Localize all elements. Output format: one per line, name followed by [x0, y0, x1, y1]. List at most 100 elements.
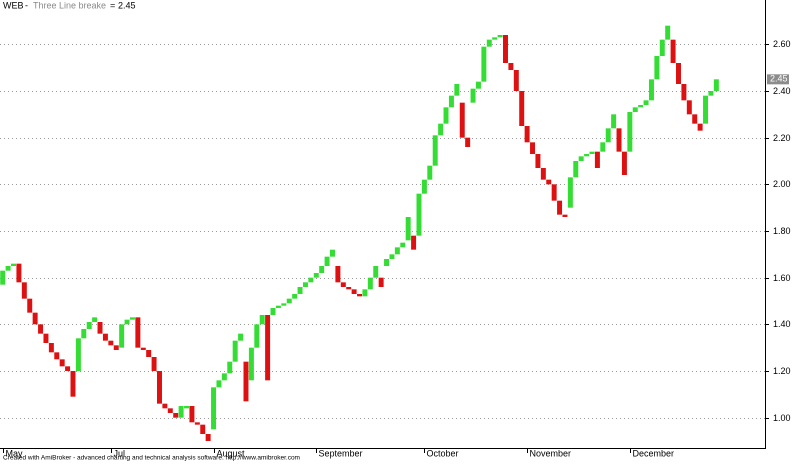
- brick: [275, 305, 281, 308]
- brick: [676, 63, 681, 84]
- brick: [151, 357, 157, 371]
- brick: [238, 333, 244, 341]
- brick: [513, 70, 519, 91]
- x-tick-label: October: [427, 448, 459, 458]
- brick: [384, 259, 390, 266]
- brick: [129, 317, 135, 320]
- brick: [173, 413, 179, 418]
- separator: -: [25, 0, 28, 10]
- brick: [362, 289, 368, 297]
- brick: [335, 266, 341, 283]
- brick: [573, 161, 579, 178]
- x-tick-label: August: [217, 448, 246, 458]
- brick: [227, 361, 233, 374]
- brick: [21, 282, 27, 299]
- y-tick-label: 1.40: [773, 319, 791, 329]
- brick: [648, 79, 654, 101]
- brick: [562, 214, 568, 217]
- brick: [605, 128, 611, 143]
- bricks: [0, 25, 719, 441]
- brick: [654, 56, 660, 80]
- brick: [265, 315, 271, 381]
- brick: [616, 128, 622, 152]
- brick: [659, 39, 665, 56]
- brick: [270, 308, 276, 315]
- y-tick-label: 1.60: [773, 273, 791, 283]
- brick: [302, 282, 308, 287]
- brick: [178, 406, 184, 418]
- brick: [621, 151, 627, 175]
- brick: [692, 114, 698, 124]
- brick: [594, 151, 600, 168]
- brick: [421, 179, 427, 194]
- ticker: WEB: [3, 0, 24, 10]
- brick: [508, 63, 514, 70]
- brick: [0, 270, 6, 285]
- brick: [59, 359, 65, 367]
- equals: =: [110, 0, 115, 10]
- brick: [611, 114, 617, 129]
- brick: [394, 247, 400, 255]
- brick: [157, 371, 162, 404]
- x-tick-label: May: [6, 448, 24, 458]
- brick: [357, 294, 363, 297]
- brick: [503, 35, 508, 63]
- brick: [319, 266, 325, 273]
- brick: [124, 319, 130, 325]
- brick: [48, 343, 54, 353]
- brick: [16, 263, 22, 283]
- brick: [432, 135, 438, 166]
- brick: [486, 39, 492, 47]
- brick: [81, 329, 87, 339]
- brick: [254, 324, 260, 348]
- brick: [221, 373, 227, 381]
- brick: [416, 193, 422, 236]
- brick: [113, 345, 119, 350]
- brick: [567, 177, 573, 208]
- brick: [351, 289, 357, 294]
- brick: [400, 242, 406, 248]
- brick: [292, 294, 298, 299]
- brick: [643, 100, 649, 105]
- brick: [194, 422, 200, 425]
- brick: [86, 322, 92, 329]
- brick: [546, 179, 552, 185]
- brick: [189, 406, 195, 423]
- brick: [243, 361, 249, 402]
- brick: [378, 277, 384, 287]
- brick: [519, 91, 525, 126]
- brick: [697, 123, 703, 131]
- y-tick-label: 1.00: [773, 413, 791, 423]
- brick: [324, 256, 330, 266]
- title-value: 2.45: [118, 0, 136, 10]
- y-tick-label: 2.40: [773, 86, 791, 96]
- brick: [438, 123, 444, 136]
- brick: [162, 403, 168, 409]
- brick: [373, 266, 379, 278]
- brick: [540, 168, 546, 180]
- brick: [146, 350, 152, 357]
- brick: [405, 217, 411, 241]
- brick: [578, 156, 584, 161]
- x-tick-label: Jul: [114, 448, 126, 458]
- brick: [465, 137, 471, 147]
- brick: [65, 366, 71, 371]
- brick: [627, 112, 633, 152]
- brick: [557, 200, 563, 215]
- brick: [638, 105, 644, 108]
- brick: [200, 424, 206, 434]
- y-tick-label: 1.20: [773, 366, 791, 376]
- brick: [184, 406, 190, 409]
- x-tick-label: December: [633, 448, 675, 458]
- brick: [216, 380, 222, 388]
- brick: [454, 84, 460, 96]
- brick: [681, 84, 687, 101]
- footer: Created with AmiBroker - advanced charti…: [3, 455, 300, 462]
- brick: [330, 249, 335, 257]
- brick: [281, 303, 287, 306]
- brick: [313, 273, 319, 278]
- brick: [589, 151, 595, 154]
- brick: [297, 287, 303, 294]
